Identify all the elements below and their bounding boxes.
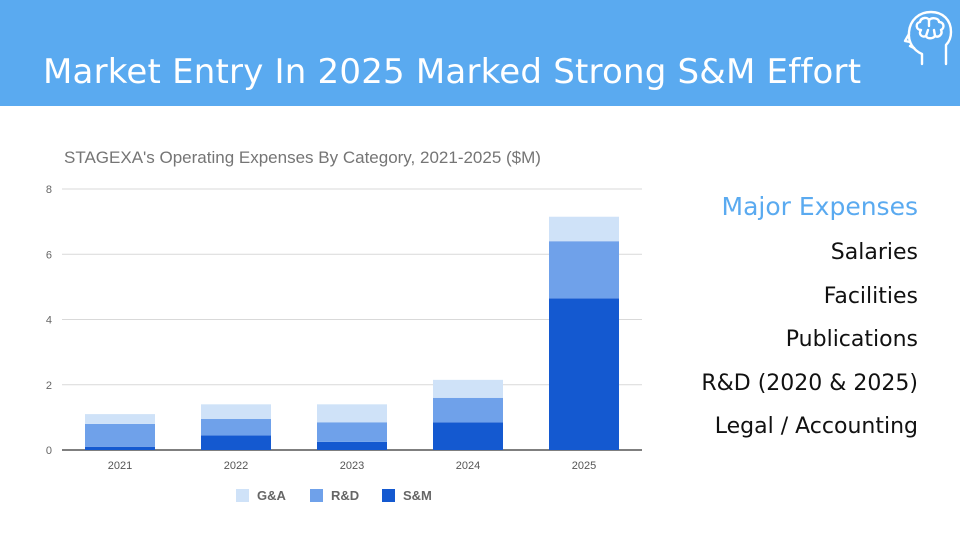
stacked-bar-chart: 0 2 4 6 8 2021 2022 2023 2024 2025 G&A R&D S&M	[46, 184, 642, 503]
bar-ga-2021	[85, 414, 155, 424]
bar-rd-2025	[549, 241, 619, 299]
bar-ga-2022	[201, 404, 271, 420]
bar-sm-2021	[85, 446, 155, 450]
major-expenses-heading: Major Expenses	[721, 192, 918, 221]
legend-swatch	[382, 489, 395, 502]
bar-rd-2024	[433, 397, 503, 423]
legend-label: R&D	[331, 488, 359, 503]
expense-item-publications: Publications	[785, 327, 918, 352]
bar-sm-2025	[549, 298, 619, 450]
y-tick-label: 0	[46, 445, 52, 457]
bar-sm-2023	[317, 441, 387, 450]
y-axis-ticks: 0 2 4 6 8	[46, 184, 52, 457]
bar-rd-2023	[317, 422, 387, 442]
expense-item-facilities: Facilities	[823, 283, 918, 309]
legend-swatch	[310, 489, 323, 502]
expense-item-legal-accounting: Legal / Accounting	[714, 414, 918, 439]
bar-ga-2025	[549, 216, 619, 242]
legend-label: S&M	[403, 488, 432, 503]
slide-title: Market Entry In 2025 Marked Strong S&M E…	[43, 52, 862, 92]
expense-item-rd: R&D (2020 & 2025)	[701, 370, 918, 396]
chart-title: STAGEXA's Operating Expenses By Category…	[64, 148, 541, 167]
bar-ga-2024	[433, 379, 503, 398]
y-tick-label: 8	[46, 184, 52, 196]
bar-rd-2021	[85, 423, 155, 447]
bars	[85, 216, 619, 450]
x-tick-label: 2024	[456, 460, 480, 472]
bar-ga-2023	[317, 404, 387, 423]
bar-rd-2022	[201, 419, 271, 436]
bar-sm-2022	[201, 435, 271, 450]
y-tick-label: 4	[46, 315, 52, 327]
expense-item-salaries: Salaries	[830, 240, 918, 265]
major-expenses-panel: Major Expenses Salaries Facilities Publi…	[701, 192, 918, 449]
bar-sm-2024	[433, 422, 503, 450]
x-tick-label: 2023	[340, 460, 364, 472]
y-tick-label: 2	[46, 380, 52, 392]
y-tick-label: 6	[46, 249, 52, 261]
x-tick-label: 2021	[108, 460, 132, 472]
legend-label: G&A	[257, 488, 287, 503]
brain-head-icon	[903, 10, 953, 66]
x-tick-label: 2025	[572, 460, 596, 472]
legend-swatch	[236, 489, 249, 502]
legend: G&A R&D S&M	[236, 488, 432, 503]
header-bar	[0, 0, 960, 106]
x-axis-ticks: 2021 2022 2023 2024 2025	[108, 460, 596, 472]
x-tick-label: 2022	[224, 460, 248, 472]
